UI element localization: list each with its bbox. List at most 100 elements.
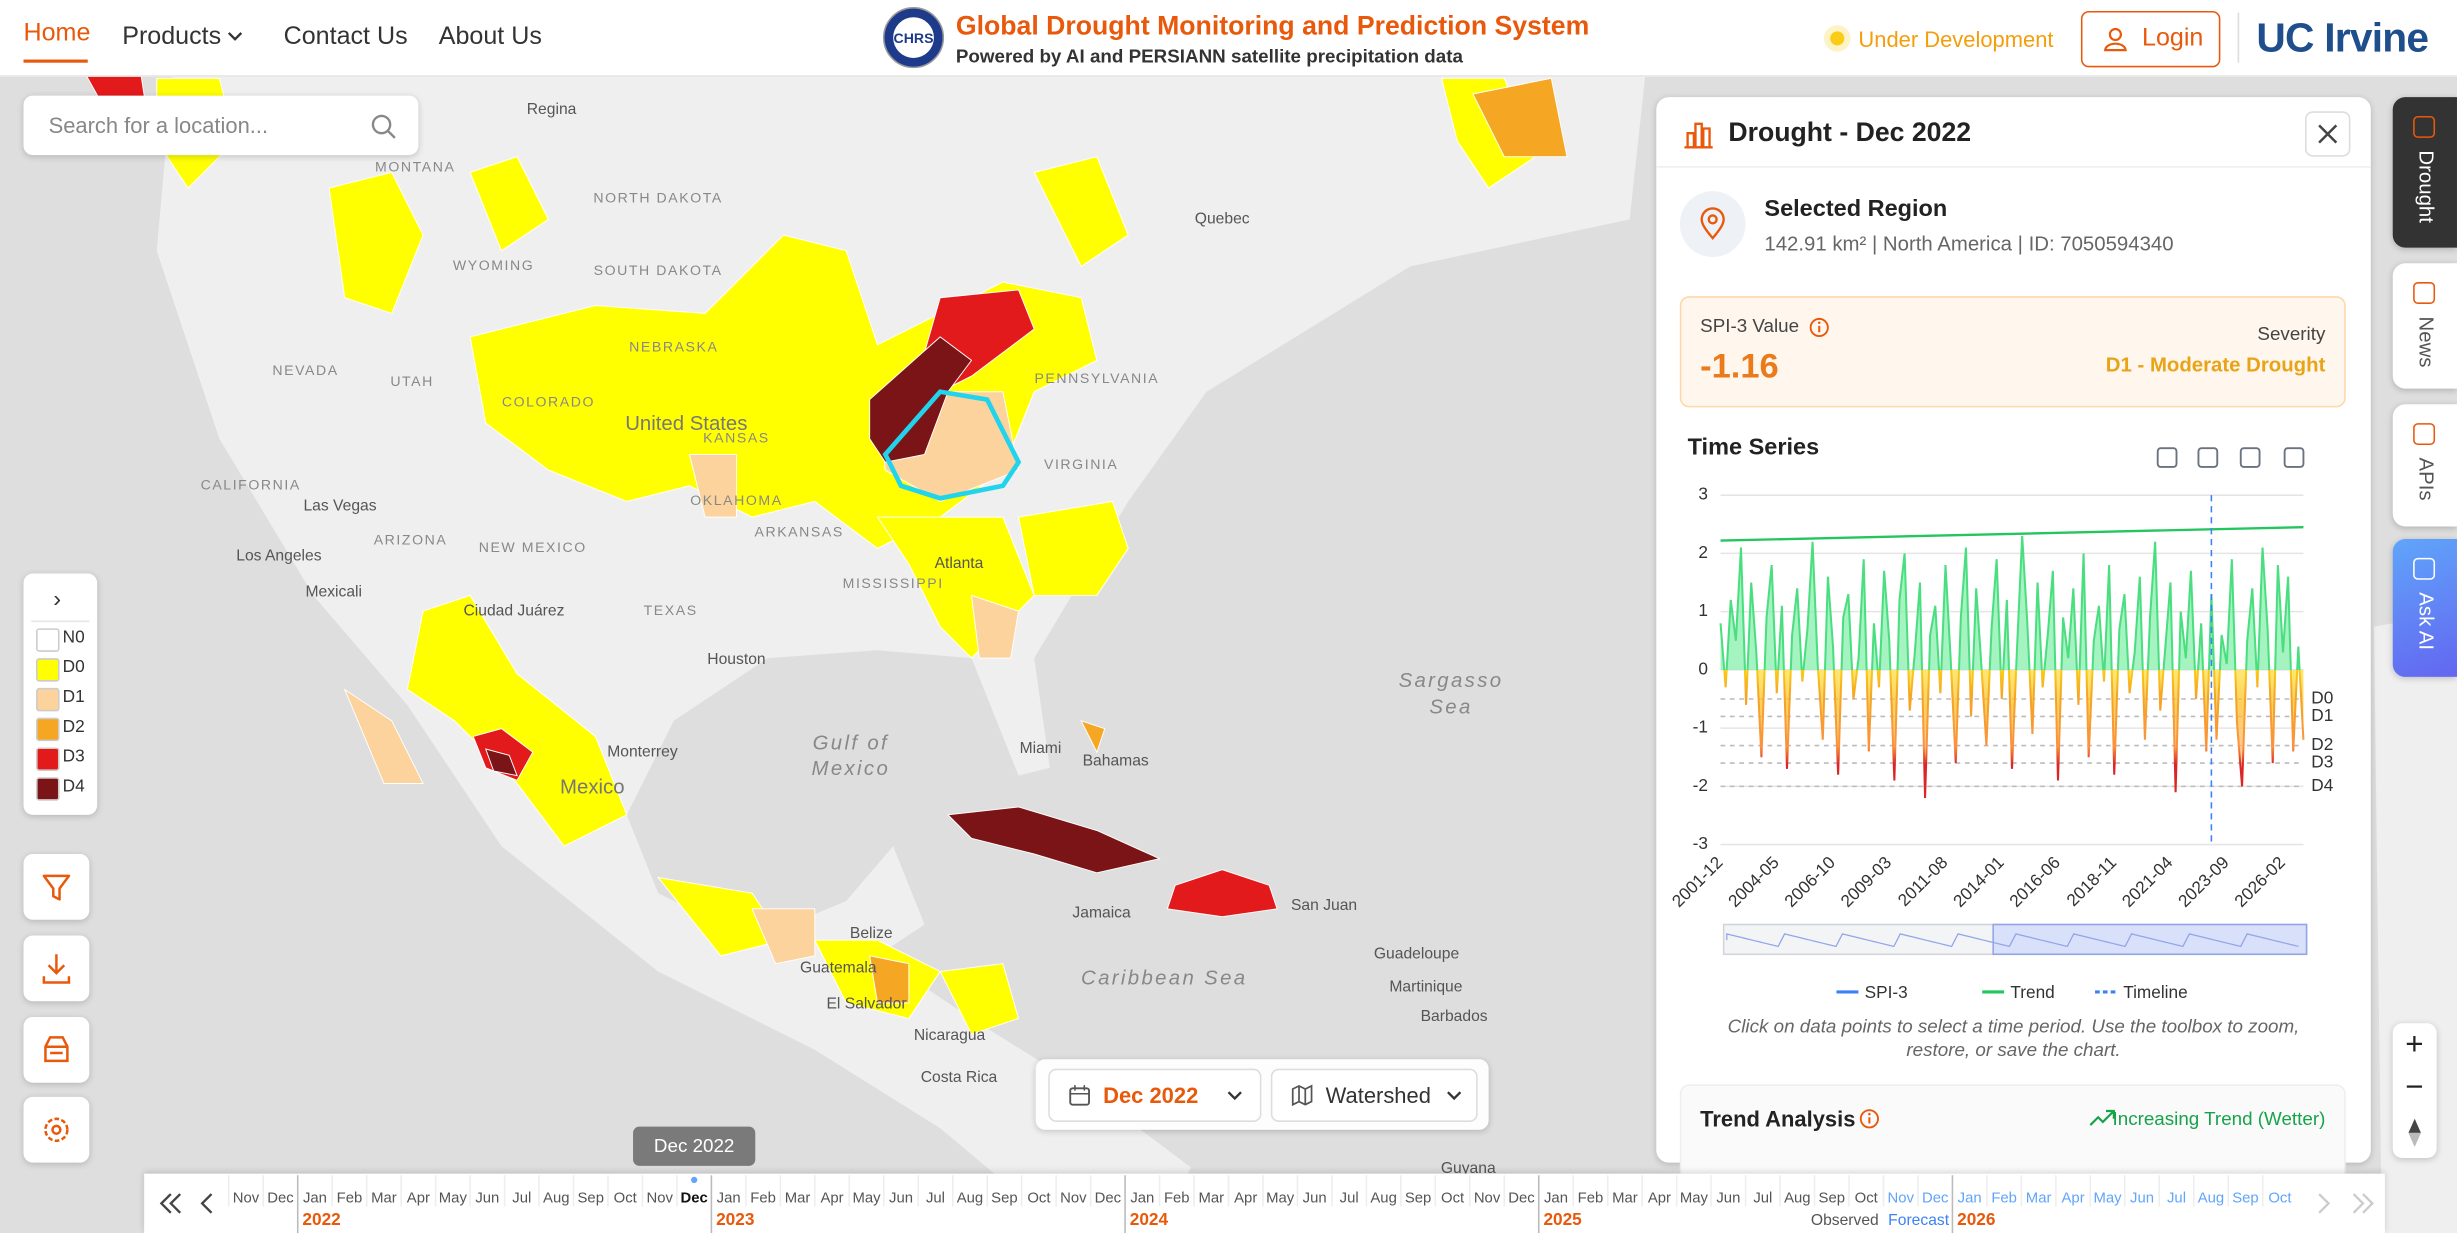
side-tab[interactable]: Ask AI bbox=[2392, 539, 2457, 677]
legend-label[interactable]: SPI-3 bbox=[1865, 982, 1908, 1002]
nav-contact[interactable]: Contact Us bbox=[283, 23, 408, 51]
month-label[interactable]: May bbox=[2094, 1191, 2123, 1207]
layers-button[interactable] bbox=[23, 1016, 90, 1083]
month-label[interactable]: Apr bbox=[407, 1191, 430, 1207]
drought-region[interactable] bbox=[939, 963, 1020, 1035]
next-button[interactable] bbox=[2318, 1193, 2331, 1214]
drought-region[interactable] bbox=[1166, 869, 1278, 918]
month-label[interactable]: Apr bbox=[1648, 1191, 1671, 1207]
date-select[interactable]: Dec 2022 bbox=[1048, 1068, 1262, 1122]
month-label[interactable]: Jan bbox=[1544, 1191, 1568, 1207]
month-label[interactable]: Oct bbox=[614, 1191, 638, 1207]
search-placeholder[interactable]: Search for a location... bbox=[48, 112, 269, 138]
toolbox-icon[interactable] bbox=[2283, 447, 2305, 468]
month-label[interactable]: May bbox=[439, 1191, 468, 1207]
month-label[interactable]: Nov bbox=[233, 1191, 260, 1207]
month-label[interactable]: Feb bbox=[1991, 1191, 2017, 1207]
info-icon[interactable] bbox=[1858, 1108, 1880, 1130]
month-label[interactable]: Oct bbox=[1027, 1191, 1051, 1207]
month-label[interactable]: Jul bbox=[1340, 1191, 1359, 1207]
month-label[interactable]: Feb bbox=[337, 1191, 363, 1207]
month-label[interactable]: Dec bbox=[1508, 1191, 1535, 1207]
month-label[interactable]: May bbox=[1680, 1191, 1709, 1207]
filter-button[interactable] bbox=[23, 853, 90, 920]
month-label[interactable]: Nov bbox=[1887, 1191, 1914, 1207]
month-label[interactable]: Sep bbox=[2232, 1191, 2258, 1207]
toolbox-icon[interactable] bbox=[2156, 447, 2178, 468]
month-label[interactable]: Apr bbox=[820, 1191, 843, 1207]
tab-label[interactable]: News bbox=[2414, 316, 2439, 368]
month-label[interactable]: Apr bbox=[1234, 1191, 1257, 1207]
month-label[interactable]: Jan bbox=[717, 1191, 741, 1207]
month-label[interactable]: Dec bbox=[1095, 1191, 1122, 1207]
month-label[interactable]: Sep bbox=[1819, 1191, 1845, 1207]
settings-button[interactable] bbox=[23, 1096, 90, 1163]
month-label[interactable]: Jan bbox=[303, 1191, 327, 1207]
month-label[interactable]: Oct bbox=[1441, 1191, 1465, 1207]
month-label[interactable]: Jun bbox=[1716, 1191, 1740, 1207]
drought-region[interactable] bbox=[688, 453, 737, 518]
month-label[interactable]: Mar bbox=[2026, 1191, 2052, 1207]
search-box[interactable]: Search for a location... bbox=[23, 95, 419, 156]
compass[interactable] bbox=[2404, 1117, 2426, 1148]
legend-label[interactable]: Timeline bbox=[2123, 982, 2187, 1002]
drought-region[interactable] bbox=[1033, 156, 1129, 268]
side-tab[interactable]: News bbox=[2392, 263, 2457, 389]
zoom-in[interactable]: + bbox=[2405, 1027, 2424, 1063]
month-label[interactable]: Sep bbox=[578, 1191, 604, 1207]
month-label[interactable]: Apr bbox=[2062, 1191, 2085, 1207]
month-label[interactable]: Oct bbox=[1855, 1191, 1879, 1207]
drought-region[interactable] bbox=[869, 336, 973, 463]
tab-label[interactable]: Drought bbox=[2414, 150, 2439, 223]
month-label[interactable]: Mar bbox=[1612, 1191, 1638, 1207]
month-label[interactable]: Jun bbox=[2130, 1191, 2154, 1207]
zoom-out[interactable]: − bbox=[2405, 1070, 2424, 1105]
nav-products[interactable]: Products bbox=[122, 23, 222, 51]
zoom-window[interactable] bbox=[1992, 923, 2308, 956]
month-label[interactable]: Aug bbox=[543, 1191, 569, 1207]
month-label[interactable]: Jun bbox=[475, 1191, 499, 1207]
side-tab[interactable]: APIs bbox=[2392, 404, 2457, 527]
month-label[interactable]: Jan bbox=[1130, 1191, 1154, 1207]
info-icon[interactable] bbox=[1808, 317, 1830, 339]
month-label[interactable]: Jul bbox=[2167, 1191, 2186, 1207]
drought-region[interactable] bbox=[1472, 77, 1568, 158]
login-button[interactable]: Login bbox=[2080, 10, 2221, 68]
legend-toggle[interactable]: › bbox=[53, 586, 62, 613]
month-label[interactable]: Mar bbox=[371, 1191, 397, 1207]
tab-label[interactable]: APIs bbox=[2414, 457, 2439, 501]
month-label[interactable]: Dec bbox=[681, 1191, 708, 1207]
tab-label[interactable]: Ask AI bbox=[2414, 592, 2439, 651]
drought-region[interactable] bbox=[406, 594, 628, 847]
login-text[interactable]: Login bbox=[2142, 25, 2204, 52]
date-text[interactable]: Dec 2022 bbox=[1103, 1082, 1199, 1108]
drought-region[interactable] bbox=[469, 156, 550, 252]
last-button[interactable] bbox=[2352, 1193, 2375, 1214]
month-label[interactable]: Mar bbox=[1198, 1191, 1224, 1207]
toolbox-icon[interactable] bbox=[2197, 447, 2219, 468]
search-icon[interactable] bbox=[370, 113, 398, 141]
drought-region[interactable] bbox=[485, 748, 518, 777]
prev-button[interactable] bbox=[200, 1193, 213, 1214]
download-button[interactable] bbox=[23, 935, 90, 1002]
legend-label[interactable]: Trend bbox=[2010, 982, 2054, 1002]
drought-region[interactable] bbox=[751, 908, 816, 965]
month-label[interactable]: Nov bbox=[1060, 1191, 1087, 1207]
month-label[interactable]: Sep bbox=[1405, 1191, 1431, 1207]
month-label[interactable]: Mar bbox=[785, 1191, 811, 1207]
layer-select[interactable]: Watershed bbox=[1270, 1068, 1478, 1122]
month-label[interactable]: Jul bbox=[926, 1191, 945, 1207]
month-label[interactable]: Feb bbox=[1164, 1191, 1190, 1207]
month-label[interactable]: Feb bbox=[1578, 1191, 1604, 1207]
drought-region[interactable] bbox=[1017, 500, 1129, 596]
month-label[interactable]: Feb bbox=[750, 1191, 776, 1207]
month-label[interactable]: May bbox=[1266, 1191, 1295, 1207]
month-label[interactable]: May bbox=[852, 1191, 881, 1207]
month-label[interactable]: Dec bbox=[1922, 1191, 1949, 1207]
month-label[interactable]: Jun bbox=[889, 1191, 913, 1207]
nav-about[interactable]: About Us bbox=[438, 23, 542, 51]
month-label[interactable]: Nov bbox=[646, 1191, 673, 1207]
month-label[interactable]: Aug bbox=[1370, 1191, 1396, 1207]
toolbox-icon[interactable] bbox=[2239, 447, 2261, 468]
